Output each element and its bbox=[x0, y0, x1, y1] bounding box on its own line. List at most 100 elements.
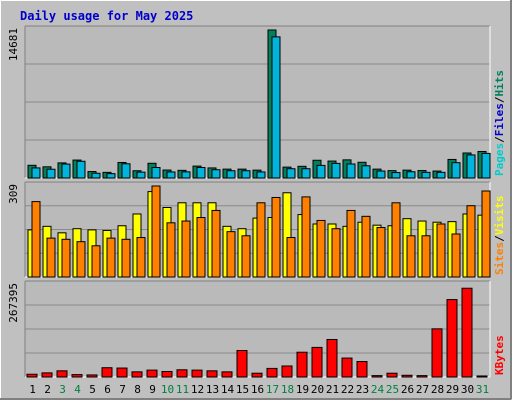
bar-sites-day-6 bbox=[106, 237, 116, 278]
bar-kbytes-day-9 bbox=[146, 369, 158, 378]
bar-sites-day-16 bbox=[256, 202, 266, 278]
bar-files-day-29 bbox=[451, 162, 461, 179]
bar-files-day-21 bbox=[331, 162, 341, 179]
x-tick-label-day-31: 31 bbox=[476, 383, 489, 396]
legend-part-4: Hits bbox=[493, 70, 506, 97]
bar-files-day-14 bbox=[226, 170, 236, 179]
x-tick-label-day-29: 29 bbox=[446, 383, 459, 396]
bar-sites-day-30 bbox=[466, 205, 476, 278]
bar-files-day-31 bbox=[481, 152, 491, 179]
bar-sites-day-24 bbox=[376, 227, 386, 278]
x-tick-label-day-25: 25 bbox=[386, 383, 399, 396]
bar-files-day-26 bbox=[406, 171, 416, 179]
bar-kbytes-day-30 bbox=[461, 287, 473, 378]
legend-kbytes: KBytes bbox=[493, 335, 506, 375]
bar-sites-day-27 bbox=[421, 235, 431, 278]
legend-hits_files: Pages/Files/Hits bbox=[493, 70, 506, 176]
bar-files-day-30 bbox=[466, 154, 476, 179]
bar-files-day-2 bbox=[46, 168, 56, 179]
x-tick-label-day-9: 9 bbox=[149, 383, 156, 396]
x-tick-label-day-26: 26 bbox=[401, 383, 414, 396]
x-tick-label-day-5: 5 bbox=[89, 383, 96, 396]
bar-sites-day-14 bbox=[226, 231, 236, 278]
bar-kbytes-day-7 bbox=[116, 367, 128, 378]
bar-sites-day-5 bbox=[91, 245, 101, 278]
bar-sites-day-22 bbox=[346, 209, 356, 278]
x-tick-label-day-15: 15 bbox=[236, 383, 249, 396]
bar-kbytes-day-26 bbox=[401, 374, 413, 378]
bar-kbytes-day-8 bbox=[131, 371, 143, 378]
bar-files-day-17 bbox=[271, 36, 281, 179]
bar-files-day-19 bbox=[301, 168, 311, 179]
bar-kbytes-day-25 bbox=[386, 372, 398, 378]
bar-sites-day-23 bbox=[361, 215, 371, 278]
bar-sites-day-1 bbox=[31, 201, 41, 278]
bar-files-day-24 bbox=[376, 170, 386, 179]
bar-files-day-23 bbox=[361, 165, 371, 179]
y-max-label-kbytes: 267395 bbox=[7, 283, 20, 323]
bar-sites-day-26 bbox=[406, 235, 416, 278]
bar-kbytes-day-10 bbox=[161, 370, 173, 378]
x-tick-label-day-8: 8 bbox=[134, 383, 141, 396]
bar-kbytes-day-22 bbox=[341, 357, 353, 378]
bar-kbytes-day-11 bbox=[176, 369, 188, 378]
y-max-label-hits_files: 14681 bbox=[7, 28, 20, 61]
bar-files-day-28 bbox=[436, 171, 446, 179]
bar-files-day-6 bbox=[106, 173, 116, 179]
bar-sites-day-20 bbox=[316, 219, 326, 278]
bar-sites-day-2 bbox=[46, 237, 56, 278]
bar-sites-day-4 bbox=[76, 241, 86, 278]
x-tick-label-day-13: 13 bbox=[206, 383, 219, 396]
bar-files-day-16 bbox=[256, 171, 266, 179]
bar-sites-day-9 bbox=[151, 185, 161, 278]
bar-files-day-13 bbox=[211, 169, 221, 179]
x-tick-label-day-16: 16 bbox=[251, 383, 264, 396]
x-tick-label-day-3: 3 bbox=[59, 383, 66, 396]
bar-files-day-15 bbox=[241, 170, 251, 179]
x-tick-label-day-19: 19 bbox=[296, 383, 309, 396]
bar-kbytes-day-5 bbox=[86, 374, 98, 378]
x-tick-label-day-28: 28 bbox=[431, 383, 444, 396]
x-tick-label-day-6: 6 bbox=[104, 383, 111, 396]
bar-kbytes-day-4 bbox=[71, 374, 83, 378]
bar-kbytes-day-20 bbox=[311, 346, 323, 378]
bar-files-day-20 bbox=[316, 164, 326, 179]
legend-visits_sites: Sites/Visits bbox=[493, 196, 506, 276]
chart-panels: 14681Pages/Files/Hits309Sites/Visits2673… bbox=[7, 25, 506, 378]
x-tick-label-day-27: 27 bbox=[416, 383, 429, 396]
bar-kbytes-day-21 bbox=[326, 338, 338, 378]
x-axis-day-labels: 1 2 3 4 5 6 7 8 9 10 11 12 13 14 15 16 17 18 19 20 21 22 23 24 2… bbox=[29, 383, 489, 396]
bar-kbytes-day-24 bbox=[371, 375, 383, 378]
bar-sites-day-17 bbox=[271, 196, 281, 278]
bar-sites-day-18 bbox=[286, 237, 296, 278]
bar-kbytes-day-2 bbox=[41, 372, 53, 378]
bar-kbytes-day-16 bbox=[251, 372, 263, 378]
bar-files-day-5 bbox=[91, 172, 101, 179]
x-tick-label-day-7: 7 bbox=[119, 383, 126, 396]
bar-kbytes-day-23 bbox=[356, 361, 368, 378]
bar-kbytes-day-3 bbox=[56, 370, 68, 378]
bar-files-day-1 bbox=[31, 167, 41, 179]
bar-sites-day-15 bbox=[241, 235, 251, 278]
x-tick-label-day-22: 22 bbox=[341, 383, 354, 396]
bar-files-day-4 bbox=[76, 160, 86, 179]
bar-sites-day-13 bbox=[211, 209, 221, 278]
bar-kbytes-day-1 bbox=[26, 373, 38, 378]
bar-kbytes-day-19 bbox=[296, 351, 308, 378]
x-tick-label-day-2: 2 bbox=[44, 383, 51, 396]
chart-title: Daily usage for May 2025 bbox=[20, 9, 193, 23]
x-tick-label-day-20: 20 bbox=[311, 383, 324, 396]
bar-files-day-7 bbox=[121, 163, 131, 179]
x-tick-label-day-12: 12 bbox=[191, 383, 204, 396]
x-tick-label-day-4: 4 bbox=[74, 383, 81, 396]
x-tick-label-day-21: 21 bbox=[326, 383, 339, 396]
x-tick-label-day-14: 14 bbox=[221, 383, 235, 396]
legend-part-1: / bbox=[493, 235, 506, 242]
legend-part-1: / bbox=[493, 136, 506, 143]
x-tick-label-day-24: 24 bbox=[371, 383, 385, 396]
bar-kbytes-day-15 bbox=[236, 350, 248, 378]
bar-sites-day-11 bbox=[181, 220, 191, 278]
bar-kbytes-day-6 bbox=[101, 367, 113, 378]
